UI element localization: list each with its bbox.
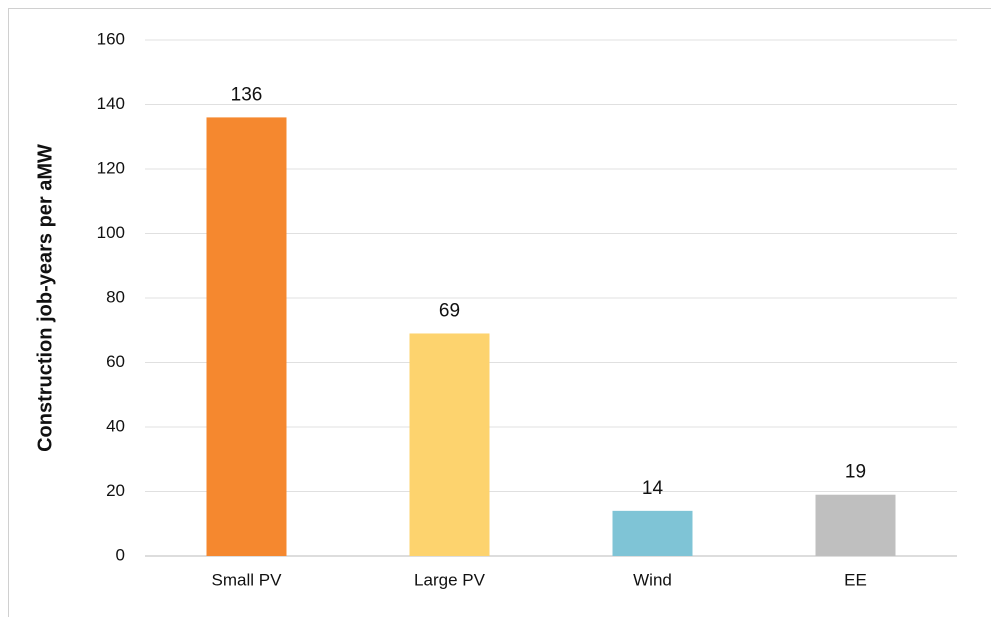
y-tick-label: 0 [116, 545, 125, 564]
y-tick-label: 160 [97, 29, 125, 48]
value-label: 14 [642, 478, 664, 499]
y-tick-label: 100 [97, 223, 125, 242]
x-tick-label: EE [844, 570, 867, 589]
bar [612, 510, 693, 556]
bar [409, 333, 490, 556]
y-tick-label: 140 [97, 94, 125, 113]
y-axis-title: Construction job-years per aMW [34, 144, 56, 452]
y-tick-label: 120 [97, 158, 125, 177]
y-tick-label: 40 [106, 416, 125, 435]
value-label: 136 [231, 84, 263, 105]
y-tick-label: 60 [106, 352, 125, 371]
x-tick-label: Wind [633, 570, 672, 589]
frame [8, 8, 991, 617]
y-tick-label: 80 [106, 287, 125, 306]
x-tick-label: Large PV [414, 570, 486, 589]
bar [206, 117, 287, 557]
bar [815, 494, 896, 556]
value-label: 19 [845, 462, 866, 483]
x-tick-label: Small PV [212, 570, 283, 589]
value-label: 69 [439, 300, 460, 321]
y-tick-label: 20 [106, 481, 125, 500]
